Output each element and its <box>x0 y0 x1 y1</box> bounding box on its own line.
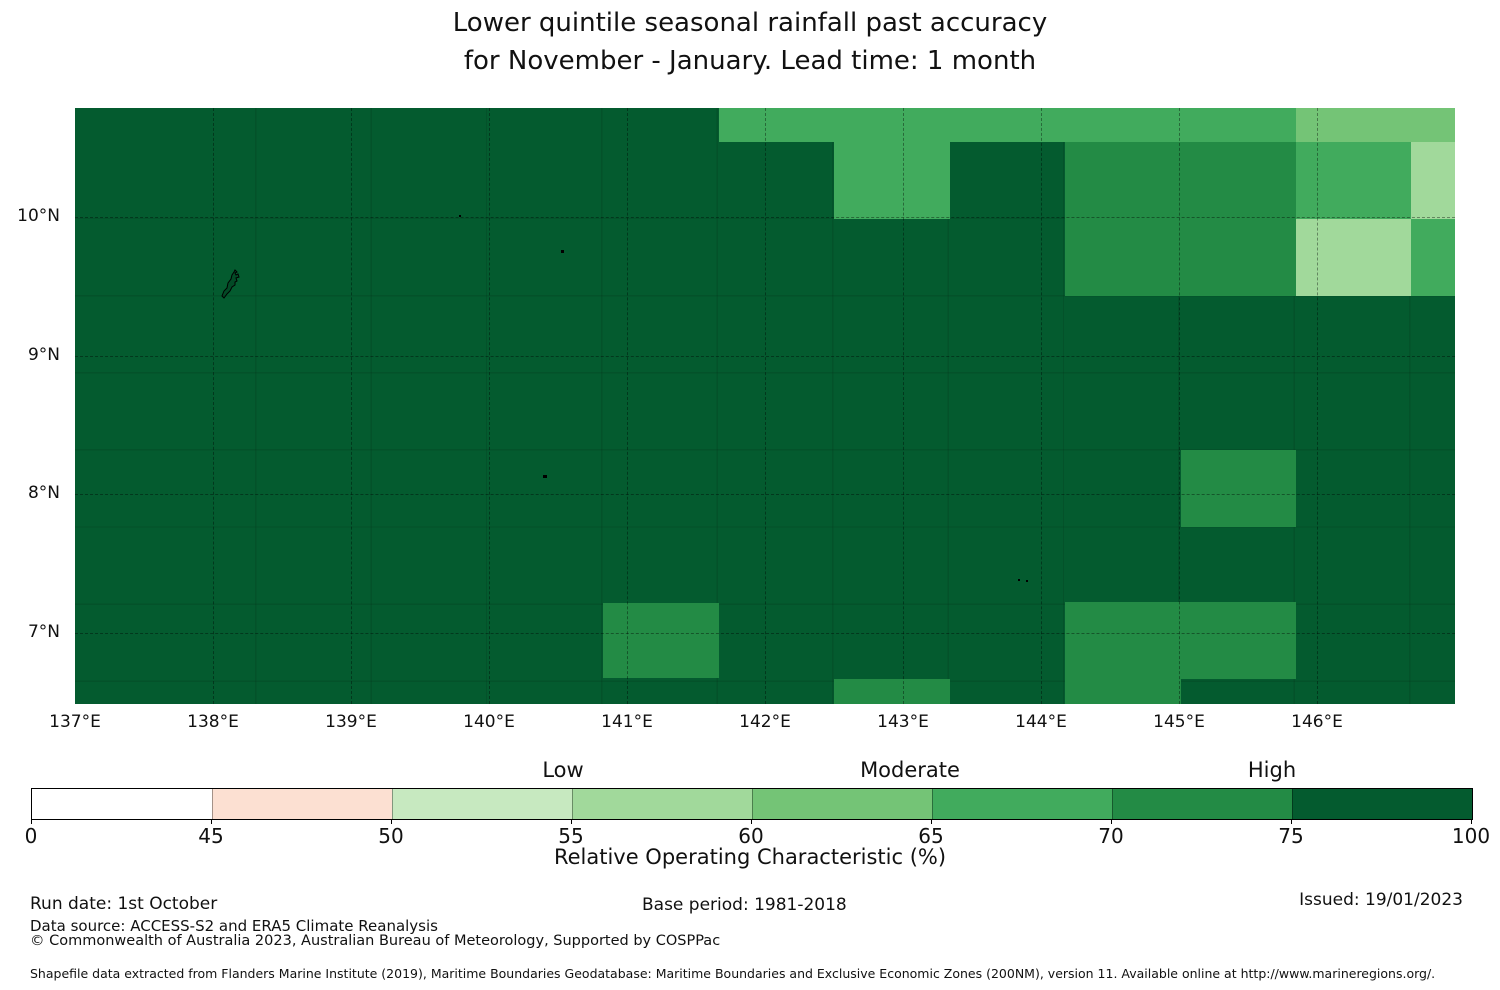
x-axis-tick-label: 145°E <box>1153 712 1205 732</box>
run-date-text: Run date: 1st October <box>30 894 218 914</box>
colorbar-tick-mark <box>1111 819 1112 824</box>
longitude-gridline <box>1317 108 1318 704</box>
y-axis-tick-label: 7°N <box>27 621 60 642</box>
latitude-gridline <box>75 632 1455 634</box>
longitude-gridline <box>1041 108 1042 704</box>
colorbar-tick-label: 0 <box>24 824 38 848</box>
colorbar-tick-label: 50 <box>378 824 404 848</box>
chart-title: Lower quintile seasonal rainfall past ac… <box>0 4 1500 80</box>
map-cell <box>1065 602 1181 704</box>
colorbar-segment <box>572 789 752 819</box>
longitude-gridline <box>627 108 628 704</box>
map-cell <box>1296 108 1455 142</box>
colorbar-tick-label: 45 <box>198 824 224 848</box>
longitude-gridline <box>903 108 904 704</box>
latitude-gridline <box>75 355 1455 357</box>
x-axis-tick-label: 143°E <box>877 712 929 732</box>
longitude-gridline <box>213 108 214 704</box>
colorbar-segment <box>392 789 572 819</box>
map-cell <box>1411 219 1455 296</box>
yap-island-icon <box>561 250 564 253</box>
colorbar-segment <box>752 789 932 819</box>
copyright-text: © Commonwealth of Australia 2023, Austra… <box>30 933 721 949</box>
map-cell <box>719 108 1296 142</box>
chuuk-outer-islets-icon <box>1018 579 1020 581</box>
map-cell <box>603 603 719 678</box>
colorbar-tick-mark <box>211 819 212 824</box>
longitude-gridline <box>351 108 352 704</box>
colorbar-tick-mark <box>751 819 752 824</box>
x-axis-tick-label: 138°E <box>187 712 239 732</box>
colorbar-tick-mark <box>1471 819 1472 824</box>
sonsorol-islets-icon <box>543 475 547 478</box>
colorbar-tick-label: 100 <box>1451 824 1491 848</box>
longitude-gridline <box>1179 108 1180 704</box>
x-axis-tick-label: 142°E <box>739 712 791 732</box>
base-period-text: Base period: 1981-2018 <box>642 895 847 915</box>
colorbar-tick-mark <box>931 819 932 824</box>
chart-title-line1: Lower quintile seasonal rainfall past ac… <box>452 8 1048 38</box>
colorbar-segment <box>1112 789 1292 819</box>
colorbar-tick-mark <box>391 819 392 824</box>
chart-title-line2: for November - January. Lead time: 1 mon… <box>463 46 1037 76</box>
x-axis-tick-label: 144°E <box>1015 712 1067 732</box>
longitude-gridline <box>489 108 490 704</box>
colorbar <box>31 788 1473 820</box>
colorbar-category-label: Low <box>542 758 584 782</box>
colorbar-tick-label: 65 <box>918 824 944 848</box>
colorbar-tick-label: 55 <box>558 824 584 848</box>
map-cell <box>1411 142 1455 219</box>
map-cell <box>1181 450 1296 527</box>
colorbar-segment <box>212 789 392 819</box>
latitude-gridline <box>75 217 1455 218</box>
colorbar-tick-mark <box>1291 819 1292 824</box>
map-canvas <box>75 108 1455 704</box>
y-axis-tick-label: 9°N <box>27 344 60 365</box>
y-axis-tick-label: 8°N <box>27 483 60 503</box>
map-cell <box>1065 142 1296 296</box>
colorbar-axis-label: Relative Operating Characteristic (%) <box>553 845 947 869</box>
y-axis-tick-label: 10°N <box>17 206 60 226</box>
map-cell <box>834 679 950 704</box>
colorbar-segment <box>1292 789 1472 819</box>
x-axis-tick-label: 141°E <box>601 712 653 732</box>
colorbar-segment <box>32 789 212 819</box>
latitude-gridline <box>75 494 1455 495</box>
map-cell <box>1181 602 1296 679</box>
x-axis-tick-label: 139°E <box>325 712 377 732</box>
colorbar-tick-mark <box>31 819 32 824</box>
ngulu-atoll-icon <box>459 215 461 217</box>
x-axis-tick-label: 146°E <box>1291 712 1343 732</box>
shapefile-attribution-text: Shapefile data extracted from Flanders M… <box>30 966 1436 981</box>
colorbar-tick-label: 75 <box>1278 824 1304 848</box>
colorbar-segment <box>932 789 1112 819</box>
palau-islands-icon <box>221 269 240 299</box>
colorbar-tick-label: 70 <box>1098 824 1124 848</box>
x-axis-tick-label: 137°E <box>49 712 101 732</box>
x-axis-tick-label: 140°E <box>463 712 515 732</box>
map-cell <box>1296 219 1411 296</box>
map-cell <box>834 142 950 219</box>
map-cell <box>1296 142 1411 219</box>
issued-date-text: Issued: 19/01/2023 <box>1299 890 1463 910</box>
colorbar-tick-label: 60 <box>738 824 764 848</box>
chuuk-outer-islets-icon <box>1026 580 1028 582</box>
colorbar-tick-mark <box>571 819 572 824</box>
data-source-text: Data source: ACCESS-S2 and ERA5 Climate … <box>30 917 438 935</box>
colorbar-category-label: Moderate <box>860 758 960 782</box>
colorbar-category-label: High <box>1247 758 1297 782</box>
longitude-gridline <box>765 108 766 704</box>
